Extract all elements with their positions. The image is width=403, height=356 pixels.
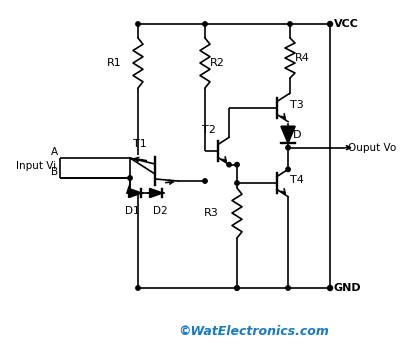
Circle shape xyxy=(328,286,332,290)
Text: T3: T3 xyxy=(290,100,304,110)
Circle shape xyxy=(235,181,239,185)
Circle shape xyxy=(286,146,290,150)
Circle shape xyxy=(136,22,140,26)
Circle shape xyxy=(227,162,231,167)
Text: D: D xyxy=(293,130,301,140)
Text: Ouput Vo: Ouput Vo xyxy=(348,143,396,153)
Circle shape xyxy=(136,286,140,290)
Circle shape xyxy=(203,179,207,183)
Text: ©WatElectronics.com: ©WatElectronics.com xyxy=(179,325,329,338)
Text: Input Vi: Input Vi xyxy=(16,161,56,171)
Polygon shape xyxy=(150,189,162,198)
Text: D1: D1 xyxy=(125,206,139,216)
Text: A: A xyxy=(51,147,58,157)
Text: T1: T1 xyxy=(133,139,147,149)
Text: R3: R3 xyxy=(204,208,219,218)
Text: GND: GND xyxy=(334,283,361,293)
Circle shape xyxy=(286,167,290,172)
Polygon shape xyxy=(281,126,295,143)
Circle shape xyxy=(235,286,239,290)
Circle shape xyxy=(235,286,239,290)
Circle shape xyxy=(288,22,292,26)
Text: T2: T2 xyxy=(202,125,216,135)
Text: B: B xyxy=(51,167,58,177)
Text: VCC: VCC xyxy=(334,19,359,29)
Text: R2: R2 xyxy=(210,58,225,68)
Circle shape xyxy=(203,22,207,26)
Text: T4: T4 xyxy=(290,175,304,185)
Circle shape xyxy=(235,162,239,167)
Circle shape xyxy=(286,286,290,290)
Circle shape xyxy=(328,21,332,26)
Polygon shape xyxy=(129,189,141,198)
Text: D2: D2 xyxy=(153,206,167,216)
Text: R4: R4 xyxy=(295,53,310,63)
Text: R1: R1 xyxy=(107,58,122,68)
Circle shape xyxy=(128,176,132,180)
